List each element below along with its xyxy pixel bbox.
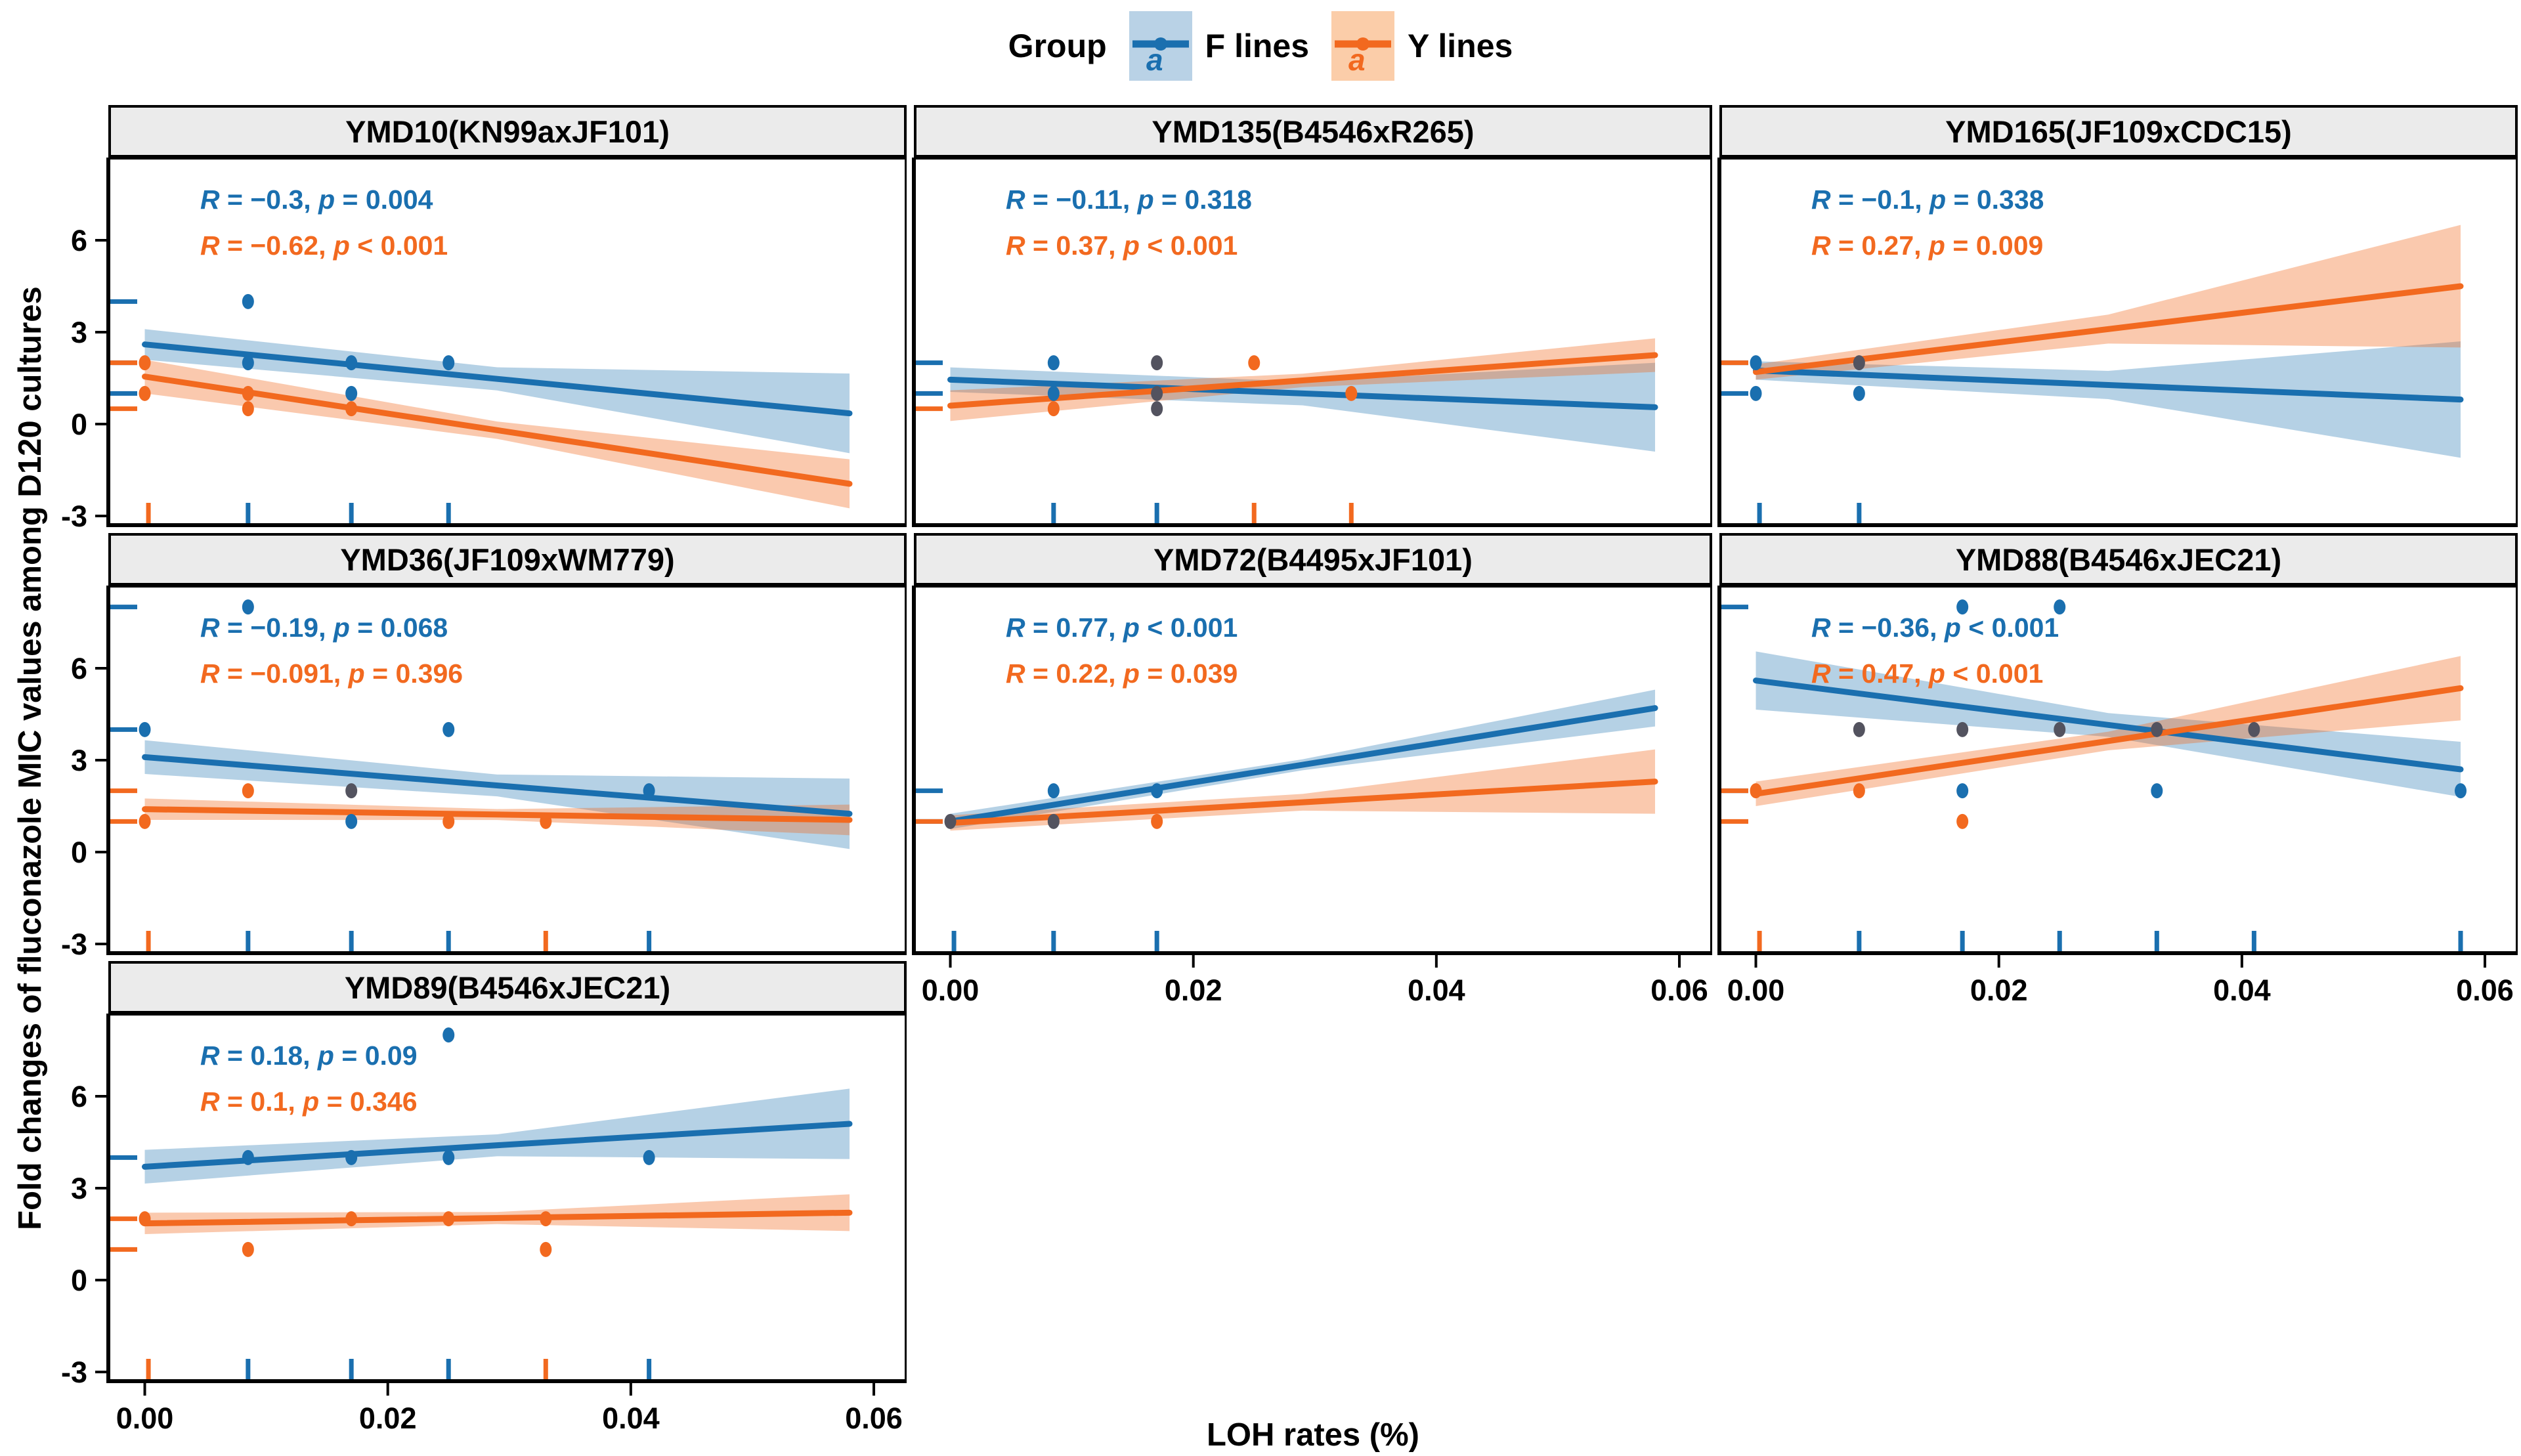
facet-plot: R = −0.19, p = 0.068 R = −0.091, p = 0.39…	[61, 586, 907, 961]
y-tick-label: 3	[71, 1172, 87, 1205]
svg-text:R = −0.62, p < 0.001: R = −0.62, p < 0.001	[200, 230, 448, 261]
facet-YMD135: YMD135(B4546xR265) R = −0.11, p = 0.318 R …	[855, 105, 1712, 578]
facet-YMD89: YMD89(B4546xJEC21) R = 0.18, p = 0.09 R = …	[49, 961, 907, 1434]
x-tick-label: 0.02	[1970, 974, 2028, 1006]
y-tick-label: 0	[71, 836, 87, 869]
x-tick-label: 0.06	[845, 1402, 903, 1434]
facet-title: YMD36(JF109xWM779)	[340, 542, 675, 577]
facet-title: YMD10(KN99axJF101)	[345, 114, 670, 149]
x-tick-label: 0.04	[602, 1402, 660, 1434]
legend-key-f-lines-icon: a	[1129, 11, 1192, 81]
facet-title: YMD89(B4546xJEC21)	[344, 970, 671, 1005]
svg-text:R = 0.77, p < 0.001: R = 0.77, p < 0.001	[1006, 612, 1238, 643]
facet-plot: R = −0.1, p = 0.338 R = 0.27, p = 0.009	[1717, 158, 2518, 527]
facet-strip: YMD165(JF109xCDC15)	[1719, 105, 2518, 158]
facet-strip: YMD36(JF109xWM779)	[108, 533, 907, 586]
x-tick-label: 0.02	[1165, 974, 1222, 1006]
legend-item-f-lines: a F lines	[1129, 11, 1309, 81]
legend-label-y-lines: Y lines	[1408, 28, 1513, 64]
facet-strip: YMD10(KN99axJF101)	[108, 105, 907, 158]
facet-YMD72: YMD72(B4495xJF101) R = 0.77, p < 0.001 R =…	[855, 533, 1712, 1006]
legend-key-glyph: a	[1129, 11, 1192, 81]
facet-strip: YMD72(B4495xJF101)	[914, 533, 1712, 586]
y-tick-label: 0	[71, 1264, 87, 1297]
x-tick-label: 0.00	[116, 1402, 174, 1434]
x-tick-label: 0.02	[359, 1402, 417, 1434]
facet-plot: R = 0.18, p = 0.09 R = 0.1, p = 0.346 -3 0 3…	[61, 1014, 907, 1434]
facet-YMD10: YMD10(KN99axJF101) R = −0.3, p = 0.004 R =…	[49, 105, 907, 578]
x-tick-label: 0.06	[1650, 974, 1708, 1006]
y-tick-label: 6	[71, 1080, 87, 1113]
y-tick-label: -3	[61, 928, 87, 961]
facet-title: YMD72(B4495xJF101)	[1153, 542, 1473, 577]
facet-title: YMD165(JF109xCDC15)	[1945, 114, 2292, 149]
y-tick-label: 3	[71, 316, 87, 349]
x-axis-title: LOH rates (%)	[1206, 1417, 1420, 1453]
facet-plot: R = −0.3, p = 0.004 R = −0.62, p < 0.001 -…	[61, 158, 907, 533]
svg-text:R = 0.37, p < 0.001: R = 0.37, p < 0.001	[1006, 230, 1238, 261]
y-tick-label: 6	[71, 224, 87, 257]
y-tick-label: -3	[61, 500, 87, 533]
legend-item-y-lines: a Y lines	[1331, 11, 1513, 81]
svg-text:R = 0.18, p = 0.09: R = 0.18, p = 0.09	[200, 1040, 418, 1071]
svg-text:R = −0.091, p = 0.396: R = −0.091, p = 0.396	[200, 658, 463, 689]
y-axis-title: Fold changes of fluconazole MIC values a…	[12, 286, 48, 1230]
facet-title: YMD88(B4546xJEC21)	[1955, 542, 2282, 577]
facet-YMD36: YMD36(JF109xWM779) R = −0.19, p = 0.068 R …	[49, 533, 907, 1006]
facet-title: YMD135(B4546xR265)	[1152, 114, 1475, 149]
legend-key-y-lines-icon: a	[1331, 11, 1395, 81]
svg-text:a: a	[1348, 43, 1366, 77]
y-tick-label: 3	[71, 744, 87, 777]
svg-text:R = −0.11, p = 0.318: R = −0.11, p = 0.318	[1006, 184, 1252, 215]
x-tick-label: 0.06	[2456, 974, 2514, 1006]
svg-text:R = −0.1, p = 0.338: R = −0.1, p = 0.338	[1811, 184, 2044, 215]
svg-text:R = 0.22, p = 0.039: R = 0.22, p = 0.039	[1006, 658, 1238, 689]
x-tick-label: 0.00	[1727, 974, 1785, 1006]
svg-text:R = 0.27, p = 0.009: R = 0.27, p = 0.009	[1811, 230, 2043, 261]
svg-text:R = −0.36, p < 0.001: R = −0.36, p < 0.001	[1811, 612, 2059, 643]
facet-strip: YMD89(B4546xJEC21)	[108, 961, 907, 1014]
facet-plot: R = −0.11, p = 0.318 R = 0.37, p < 0.001	[912, 158, 1712, 527]
svg-text:R = −0.19, p = 0.068: R = −0.19, p = 0.068	[200, 612, 448, 643]
svg-text:R = −0.3, p = 0.004: R = −0.3, p = 0.004	[200, 184, 433, 215]
legend-key-glyph: a	[1331, 11, 1395, 81]
facet-plot: R = 0.77, p < 0.001 R = 0.22, p = 0.039 0.…	[912, 586, 1712, 1006]
y-tick-label: -3	[61, 1356, 87, 1389]
legend-label-f-lines: F lines	[1205, 28, 1310, 64]
facet-plot: R = −0.36, p < 0.001 R = 0.47, p < 0.001 0…	[1717, 586, 2518, 1006]
svg-text:R = 0.1, p = 0.346: R = 0.1, p = 0.346	[200, 1086, 418, 1117]
legend-title: Group	[1008, 28, 1107, 64]
legend: Group a F lines a Y lines	[0, 9, 2521, 83]
svg-text:a: a	[1146, 43, 1163, 77]
x-tick-label: 0.04	[1408, 974, 1465, 1006]
y-tick-label: 6	[71, 652, 87, 685]
facet-YMD165: YMD165(JF109xCDC15) R = −0.1, p = 0.338 R …	[1660, 105, 2518, 578]
facet-YMD88: YMD88(B4546xJEC21) R = −0.36, p < 0.001 R …	[1660, 533, 2518, 1006]
svg-text:R = 0.47, p < 0.001: R = 0.47, p < 0.001	[1811, 658, 2043, 689]
x-tick-label: 0.00	[922, 974, 980, 1006]
x-tick-label: 0.04	[2213, 974, 2271, 1006]
facet-strip: YMD88(B4546xJEC21)	[1719, 533, 2518, 586]
y-tick-label: 0	[71, 408, 87, 441]
facet-strip: YMD135(B4546xR265)	[914, 105, 1712, 158]
